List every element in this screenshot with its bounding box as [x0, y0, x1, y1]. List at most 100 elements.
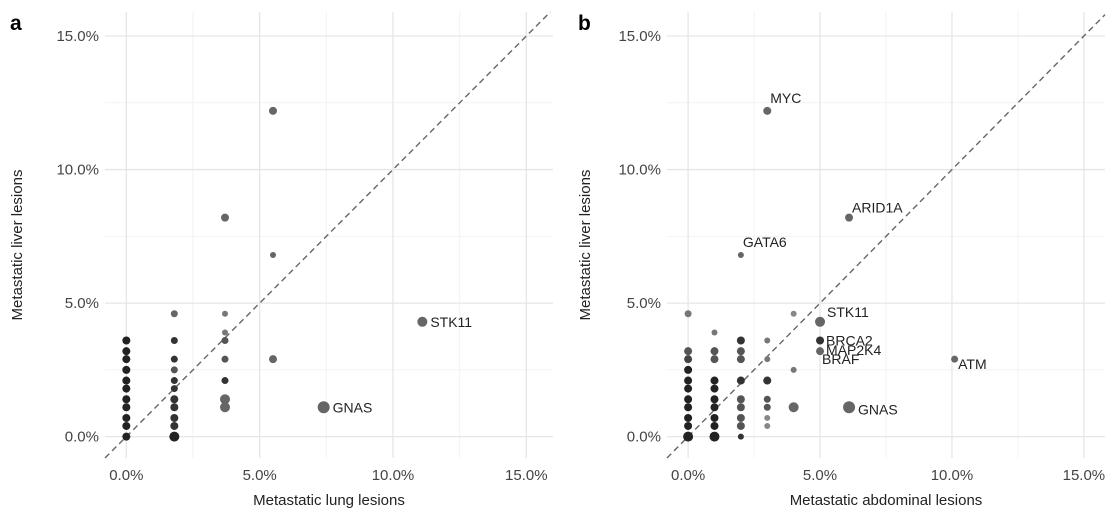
x-tick-label: 0.0%: [109, 467, 143, 484]
data-point: [221, 213, 229, 222]
data-point: [220, 394, 230, 405]
data-point: [170, 413, 179, 422]
data-point: [736, 355, 745, 364]
data-point: [736, 421, 745, 430]
data-point: [764, 356, 771, 363]
panel-letter: b: [578, 12, 591, 35]
x-axis-title: Metastatic lung lesions: [253, 492, 405, 509]
y-tick-label: 15.0%: [56, 28, 99, 45]
data-point: [269, 106, 277, 115]
y-axis-title: Metastatic liver lesions: [577, 170, 594, 321]
data-point: [122, 376, 131, 385]
data-point: [763, 403, 771, 411]
y-axis-title: Metastatic liver lesions: [9, 170, 26, 321]
data-point: [170, 377, 178, 385]
data-point: [170, 336, 178, 344]
point-label-atm: ATM: [958, 356, 987, 372]
data-point: [843, 401, 856, 414]
data-point: [122, 395, 131, 404]
panel-b: 0.0% 5.0% 10.0% 15.0% 0.0% 5.0% 10.0% 15.0% Meta…: [577, 12, 1106, 509]
data-point: [169, 431, 180, 442]
data-point: [170, 385, 178, 393]
data-point: [764, 414, 771, 421]
data-point: [221, 355, 229, 363]
data-point: [221, 377, 229, 385]
data-point: [710, 395, 719, 404]
identity-line: [104, 11, 551, 459]
x-tick-label: 0.0%: [671, 467, 705, 484]
data-point: [736, 413, 745, 422]
y-tick-label: 5.0%: [65, 295, 99, 312]
data-point: [710, 413, 719, 422]
data-point: [122, 432, 131, 441]
x-tick-label: 10.0%: [372, 467, 415, 484]
data-point: [816, 336, 825, 345]
point-label-map2k4: MAP2K4: [826, 342, 881, 358]
data-point: [684, 395, 693, 404]
point-label-braf: BRAF: [822, 351, 859, 367]
data-point: [736, 403, 745, 412]
data-point: [736, 347, 745, 356]
data-point: [684, 421, 693, 430]
data-point: [684, 347, 693, 356]
data-point: [220, 402, 230, 413]
data-point: [764, 337, 771, 344]
data-point: [684, 355, 693, 364]
y-tick-label: 5.0%: [627, 295, 661, 312]
data-point: [270, 252, 276, 259]
y-tick-label: 15.0%: [618, 28, 661, 45]
x-tick-label: 15.0%: [1063, 467, 1106, 484]
data-point: [684, 376, 693, 385]
data-point: [737, 252, 744, 259]
data-point: [845, 213, 854, 222]
data-point: [222, 329, 228, 336]
point-label-gnas: GNAS: [858, 401, 898, 417]
data-point: [122, 384, 131, 393]
data-point: [684, 384, 693, 393]
data-point: [317, 401, 330, 414]
data-point: [710, 376, 719, 385]
data-point: [710, 355, 719, 364]
data-point: [170, 310, 178, 318]
data-point: [417, 316, 428, 327]
data-point: [711, 329, 718, 336]
panel-letter: a: [10, 12, 22, 35]
data-point: [122, 355, 131, 364]
data-point: [170, 366, 178, 374]
data-point: [170, 395, 179, 404]
point-label-gata6: GATA6: [743, 234, 787, 250]
data-point: [763, 395, 771, 403]
data-point: [122, 336, 131, 345]
x-tick-label: 15.0%: [505, 467, 548, 484]
point-label-brca2: BRCA2: [826, 332, 873, 348]
x-tick-label: 10.0%: [931, 467, 974, 484]
data-point: [790, 310, 797, 317]
data-point: [122, 421, 131, 430]
data-point: [684, 403, 693, 412]
data-point: [736, 376, 745, 385]
data-point: [790, 366, 797, 373]
point-label-stk11: STK11: [430, 314, 472, 330]
data-point: [683, 431, 694, 442]
data-point: [684, 365, 693, 374]
data-point: [122, 365, 131, 374]
data-point: [710, 347, 719, 356]
data-point: [222, 310, 228, 317]
data-point: [170, 355, 178, 363]
data-point: [815, 316, 826, 327]
data-point: [737, 433, 744, 440]
point-label-stk11: STK11: [827, 304, 869, 320]
data-point: [763, 106, 772, 115]
y-tick-label: 10.0%: [618, 162, 661, 179]
x-tick-label: 5.0%: [803, 467, 837, 484]
data-point: [788, 402, 799, 413]
y-tick-label: 0.0%: [627, 429, 661, 446]
data-point: [684, 413, 693, 422]
data-point: [710, 421, 719, 430]
data-point: [764, 422, 771, 429]
data-point: [763, 376, 772, 385]
x-axis-title: Metastatic abdominal lesions: [790, 492, 983, 509]
y-tick-label: 10.0%: [56, 162, 99, 179]
data-point: [221, 336, 229, 344]
